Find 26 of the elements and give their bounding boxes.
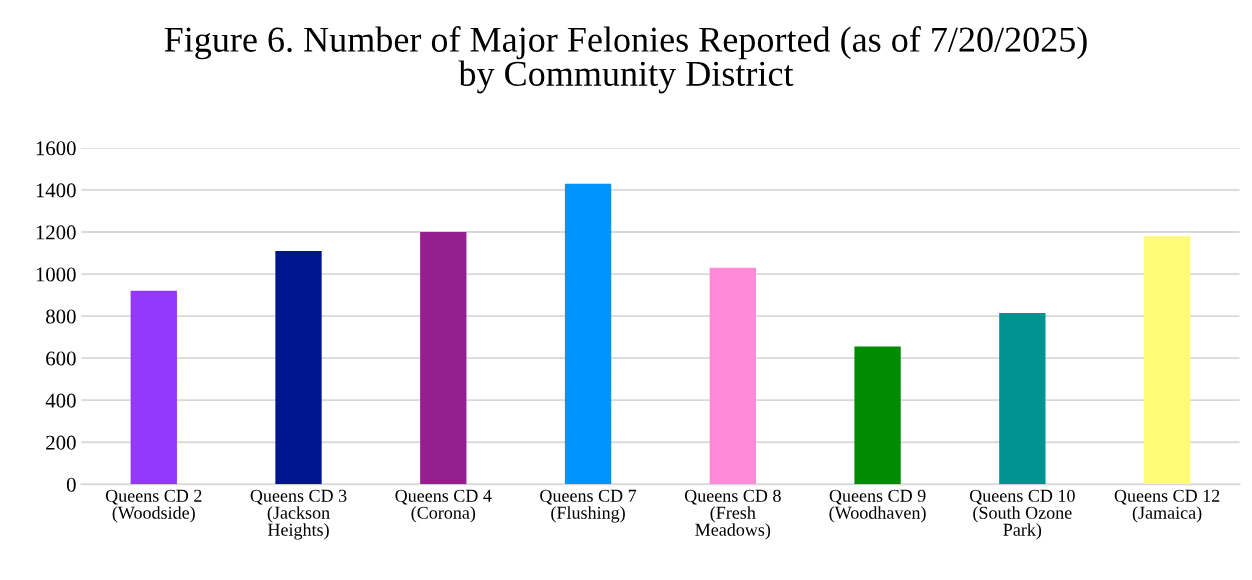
y-tick-label: 400	[45, 393, 76, 408]
x-tick-label: Queens CD 3 (Jackson Heights)	[250, 489, 347, 540]
y-tick-label: 1600	[36, 141, 76, 156]
x-tick-label: Queens CD 8 (Fresh Meadows)	[684, 489, 781, 540]
x-tick-label: Queens CD 12 (Jamaica)	[1114, 489, 1220, 523]
x-tick-label: Queens CD 9 (Woodhaven)	[829, 489, 926, 523]
y-tick-label: 0	[66, 477, 76, 492]
x-tick-label: Queens CD 2 (Woodside)	[105, 489, 202, 523]
bar	[420, 232, 467, 485]
y-tick-label: 1200	[36, 225, 76, 240]
bar	[999, 312, 1046, 485]
bar	[564, 183, 612, 485]
bar	[275, 250, 322, 485]
bar	[1143, 236, 1191, 485]
bar	[130, 290, 177, 485]
y-tick-label: 800	[46, 309, 76, 324]
x-tick-label: Queens CD 7 (Flushing)	[540, 489, 637, 523]
y-tick-label: 200	[46, 435, 76, 450]
y-tick-label: 1000	[36, 267, 76, 282]
y-tick-label: 600	[46, 351, 76, 366]
bar	[854, 346, 901, 485]
y-tick-label: 1400	[36, 183, 76, 198]
chart-title: Figure 6. Number of Major Felonies Reported (as of 7/20/2025) by Community District	[164, 26, 1087, 94]
bar	[709, 267, 756, 485]
x-tick-label: Queens CD 4 (Corona)	[395, 489, 492, 523]
x-tick-label: Queens CD 10 (South Ozone Park)	[969, 489, 1075, 540]
